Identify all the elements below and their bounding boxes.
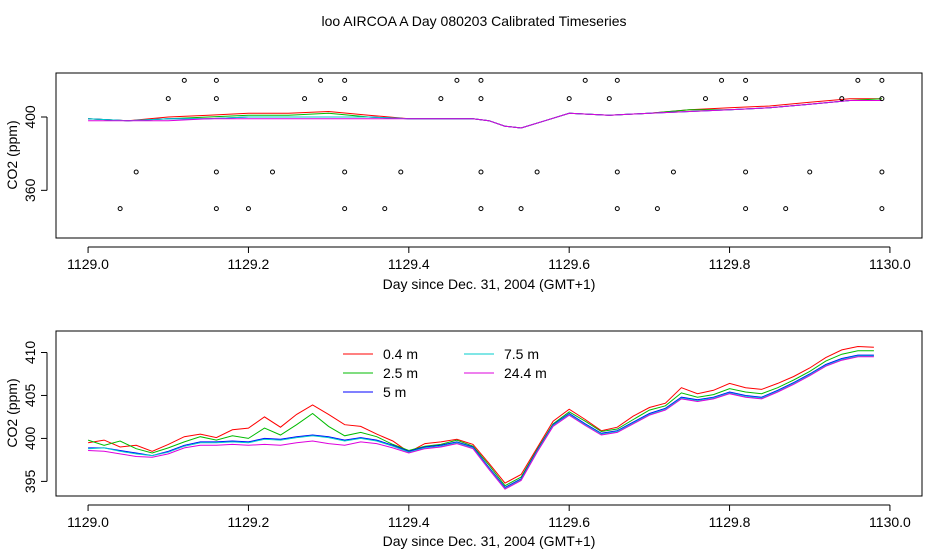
legend-label: 24.4 m: [504, 365, 547, 381]
top-plot-frame: [55, 72, 923, 239]
data-point: [213, 96, 219, 102]
bottom-series-lines: [87, 345, 874, 490]
bottom-y-tick-label: 395: [22, 469, 38, 493]
data-point: [518, 206, 524, 212]
data-point: [855, 77, 861, 83]
bottom-x-tick-label: 1129.2: [228, 514, 270, 530]
chart-title: loo AIRCOA A Day 080203 Calibrated Times…: [321, 13, 626, 29]
data-point: [743, 206, 749, 212]
legend-label: 7.5 m: [504, 346, 539, 362]
data-point: [213, 77, 219, 83]
top-x-tick-label: 1129.8: [709, 256, 751, 272]
data-point: [606, 96, 612, 102]
data-point: [743, 96, 749, 102]
top-series-lines: [88, 98, 882, 129]
bottom-series-line-0-4-m: [88, 345, 874, 484]
data-point: [478, 77, 484, 83]
data-point: [670, 169, 676, 175]
data-point: [614, 77, 620, 83]
legend-label: 0.4 m: [383, 346, 418, 362]
bottom-plot-frame: [55, 330, 923, 497]
data-point: [117, 206, 123, 212]
data-point: [879, 169, 885, 175]
data-point: [783, 206, 789, 212]
top-series-line-2: [88, 98, 882, 129]
top-x-tick-label: 1129.6: [548, 256, 590, 272]
legend: 0.4 m 2.5 m 5 m 7.5 m 24.4 m: [343, 346, 547, 400]
bottom-y-tick-label: 405: [22, 384, 38, 408]
data-point: [703, 96, 708, 102]
data-point: [534, 169, 540, 175]
data-point: [181, 77, 187, 83]
data-point: [566, 96, 572, 102]
bottom-x-tick-label: 1129.6: [548, 514, 590, 530]
data-point: [454, 77, 460, 83]
data-point: [398, 169, 404, 175]
legend-label: 5 m: [383, 384, 406, 400]
data-point: [879, 77, 885, 83]
data-point: [879, 96, 885, 102]
top-panel: 1129.0 1129.2 1129.4 1129.6 1129.8 1130.0 360…: [4, 72, 923, 292]
data-point: [318, 77, 324, 83]
top-x-tick-label: 1130.0: [869, 256, 911, 272]
data-point: [342, 206, 348, 212]
data-point: [743, 169, 749, 175]
data-point: [302, 96, 308, 102]
bottom-series-line-7-5-m: [88, 355, 874, 489]
data-point: [245, 206, 251, 212]
data-point: [133, 169, 139, 175]
data-point: [719, 77, 725, 83]
top-points: [117, 77, 885, 212]
data-point: [839, 96, 845, 102]
bottom-x-axis: 1129.0 1129.2 1129.4 1129.6 1129.8 1130.0: [67, 504, 911, 530]
top-y-axis: 360 400: [22, 105, 48, 202]
bottom-y-axis: 395 400 405 410: [22, 341, 48, 493]
data-point: [879, 206, 885, 212]
data-point: [438, 96, 444, 102]
data-point: [614, 206, 620, 212]
data-point: [582, 77, 588, 83]
bottom-x-tick-label: 1129.8: [709, 514, 751, 530]
bottom-y-tick-label: 410: [22, 341, 38, 365]
top-series-line-5: [88, 100, 882, 129]
top-series-line-3: [88, 100, 882, 129]
data-point: [743, 77, 749, 83]
data-point: [213, 206, 219, 212]
bottom-x-axis-label: Day since Dec. 31, 2004 (GMT+1): [383, 533, 596, 549]
data-point: [807, 169, 813, 175]
top-x-tick-label: 1129.4: [388, 256, 430, 272]
top-y-axis-label: CO2 (ppm): [4, 120, 20, 189]
top-series-line-4: [88, 100, 882, 129]
bottom-series-line-2-5-m: [87, 350, 874, 487]
top-y-tick-label: 360: [22, 178, 38, 202]
bottom-x-tick-label: 1129.4: [388, 514, 430, 530]
top-x-axis-label: Day since Dec. 31, 2004 (GMT+1): [383, 276, 596, 292]
top-x-tick-label: 1129.0: [67, 256, 109, 272]
top-x-tick-label: 1129.2: [228, 256, 270, 272]
data-point: [342, 96, 348, 102]
data-point: [614, 169, 620, 175]
data-point: [382, 206, 388, 212]
data-point: [478, 169, 484, 175]
bottom-series-line-24-4-m: [88, 356, 874, 490]
top-series-line-1: [88, 98, 882, 129]
top-y-tick-label: 400: [22, 105, 38, 129]
data-point: [342, 77, 348, 83]
data-point: [165, 96, 171, 102]
data-point: [478, 96, 484, 102]
bottom-series-line-5-m: [88, 354, 874, 489]
top-x-axis: 1129.0 1129.2 1129.4 1129.6 1129.8 1130.0: [67, 246, 911, 272]
data-point: [270, 169, 275, 175]
data-point: [342, 169, 348, 175]
bottom-x-tick-label: 1129.0: [67, 514, 109, 530]
legend-label: 2.5 m: [383, 365, 418, 381]
bottom-y-axis-label: CO2 (ppm): [4, 378, 20, 447]
data-point: [478, 206, 484, 212]
bottom-x-tick-label: 1130.0: [869, 514, 911, 530]
bottom-y-tick-label: 400: [22, 427, 38, 451]
data-point: [654, 206, 660, 212]
data-point: [213, 169, 219, 175]
bottom-panel: 1129.0 1129.2 1129.4 1129.6 1129.8 1130.0 395…: [4, 330, 923, 549]
